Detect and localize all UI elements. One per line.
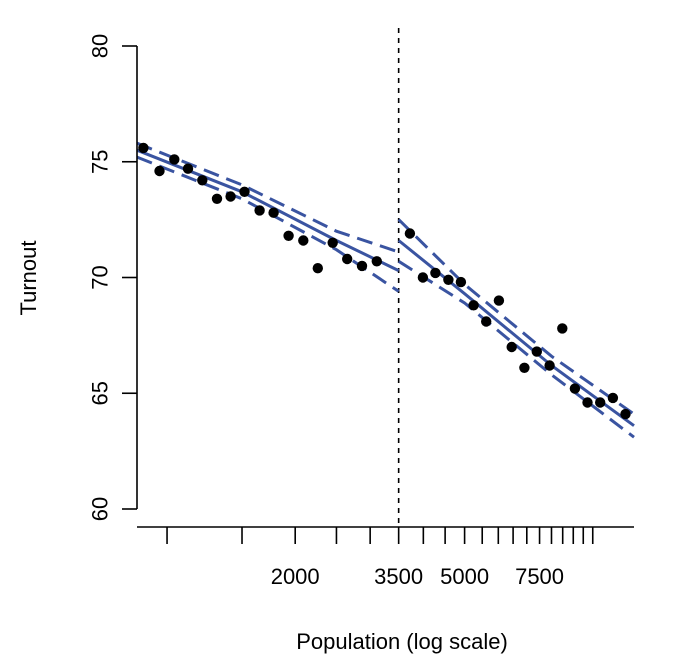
data-point — [211, 193, 223, 204]
data-point — [455, 276, 467, 288]
data-point — [254, 205, 265, 216]
data-point — [404, 228, 416, 239]
data-point — [595, 397, 606, 408]
data-points — [138, 142, 631, 420]
data-point — [417, 272, 429, 283]
y-tick-label: 65 — [88, 381, 113, 405]
data-point — [182, 163, 194, 174]
y-tick-label: 70 — [88, 265, 113, 289]
fit-line-above-threshold — [397, 239, 635, 427]
data-point — [298, 235, 309, 246]
ci-lower-below-threshold — [136, 155, 400, 293]
data-point — [225, 191, 236, 202]
x-tick-label: 3500 — [374, 564, 423, 589]
data-point — [620, 408, 631, 420]
x-tick-label: 7500 — [515, 564, 564, 589]
data-point — [371, 256, 382, 267]
data-point — [268, 207, 279, 218]
axes: 60 65 70 75 80 2000 3500 5000 7500 — [88, 34, 634, 589]
data-point — [481, 316, 492, 327]
data-point — [468, 300, 479, 311]
data-point — [430, 267, 441, 279]
data-point — [493, 295, 505, 306]
y-tick-label: 60 — [88, 497, 113, 521]
x-tick-label: 5000 — [440, 564, 489, 589]
data-point — [582, 397, 593, 408]
data-point — [531, 346, 542, 357]
data-point — [342, 253, 353, 265]
data-point — [312, 263, 323, 274]
data-point — [544, 360, 555, 371]
data-point — [169, 154, 180, 165]
data-point — [327, 237, 338, 248]
data-point — [519, 362, 530, 373]
x-tick-label: 2000 — [271, 564, 320, 589]
y-axis-label: Turnout — [16, 240, 41, 315]
ci-lower-above-threshold — [397, 260, 635, 439]
fit-line-below-threshold — [136, 148, 400, 272]
data-point — [154, 165, 165, 177]
ci-upper-above-threshold — [397, 218, 635, 416]
data-point — [197, 175, 208, 186]
x-axis-label: Population (log scale) — [296, 629, 508, 654]
data-point — [356, 260, 368, 272]
data-point — [506, 341, 517, 353]
data-point — [443, 274, 454, 285]
y-tick-label: 75 — [88, 150, 113, 174]
data-point — [569, 383, 581, 394]
data-point — [138, 142, 149, 154]
fit-lines — [136, 28, 635, 527]
data-point — [239, 186, 250, 197]
data-point — [283, 230, 294, 241]
data-point — [607, 392, 619, 404]
data-point — [557, 323, 568, 334]
y-tick-label: 80 — [88, 34, 113, 58]
